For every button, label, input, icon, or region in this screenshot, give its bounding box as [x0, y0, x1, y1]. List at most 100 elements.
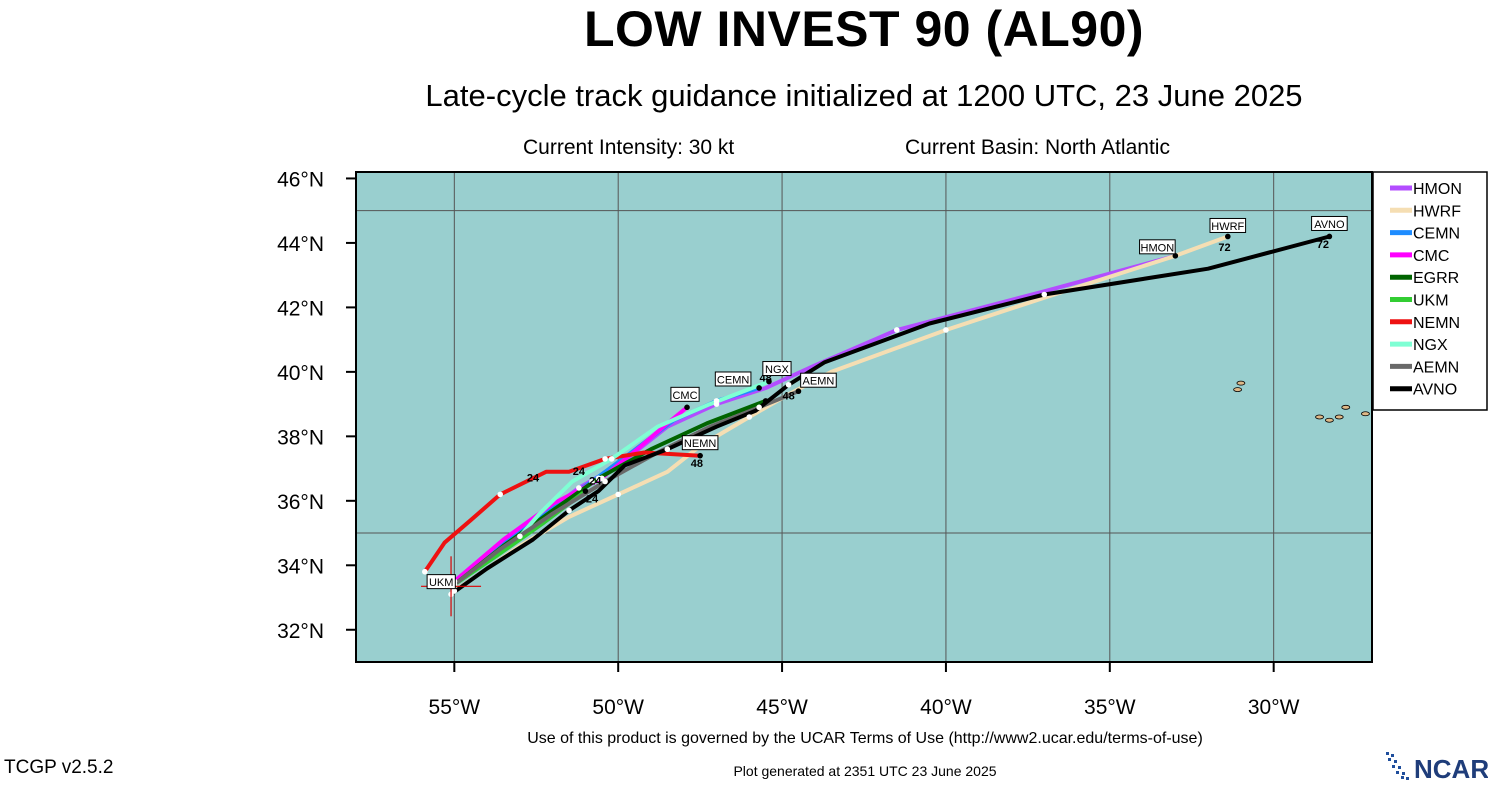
track-point: [602, 478, 608, 485]
track-point: [615, 491, 621, 498]
legend-label-nemn: NEMN: [1413, 315, 1460, 332]
terms-of-use: Use of this product is governed by the U…: [527, 730, 1203, 747]
x-tick-label: 50°W: [592, 696, 644, 719]
model-end-labels: HMON HWRF CEMN CMC UKM NEMN NGX AEMN AVNO: [426, 215, 1348, 590]
map-axes: 55°W 50°W 45°W 40°W 35°W 30°W 32°N 34°N 36°N 38°N…: [277, 168, 1300, 719]
y-tick-label: 42°N: [277, 297, 324, 320]
track-point: [766, 378, 772, 385]
forecast-hour-label: 72: [1317, 239, 1329, 251]
legend-label-ukm: UKM: [1413, 293, 1449, 310]
end-label-hmon: HMON: [1141, 242, 1175, 254]
end-label-box: [1209, 217, 1247, 233]
x-tick-label: 35°W: [1084, 696, 1136, 719]
track-point: [762, 398, 769, 404]
end-label-box: [1139, 239, 1176, 255]
svg-text:NCAR: NCAR: [1414, 754, 1488, 780]
track-point: [517, 533, 523, 540]
island: [1341, 404, 1351, 410]
island: [1334, 414, 1344, 420]
x-tick-label: 45°W: [756, 696, 808, 719]
legend-label-aemn: AEMN: [1413, 359, 1459, 376]
legend-label-hwrf: HWRF: [1413, 203, 1461, 220]
forecast-hour-label: 24: [527, 472, 540, 484]
x-tick-label: 40°W: [920, 696, 972, 719]
version-label: TCGP v2.5.2: [4, 757, 114, 778]
track-point: [602, 456, 608, 462]
island: [1361, 411, 1370, 417]
track-point: [582, 488, 589, 494]
chart-title: LOW INVEST 90 (AL90): [583, 1, 1145, 57]
track-point: [1172, 253, 1179, 259]
ncar-logo: NCAR: [1384, 748, 1488, 784]
end-label-box: [800, 372, 837, 388]
end-label-box: [670, 386, 700, 402]
chart-subtitle: Late-cycle track guidance initialized at…: [425, 78, 1303, 113]
end-label-avno: AVNO: [1314, 219, 1345, 231]
track-point: [943, 327, 949, 333]
current-basin: Current Basin: North Atlantic: [905, 136, 1170, 159]
x-tick-label: 30°W: [1248, 696, 1300, 719]
track-point: [785, 381, 792, 388]
y-tick-label: 38°N: [277, 426, 324, 449]
legend-label-hmon: HMON: [1413, 181, 1462, 198]
end-label-box: [1311, 215, 1348, 231]
generated-timestamp: Plot generated at 2351 UTC 23 June 2025: [733, 763, 997, 779]
track-nemn: [422, 450, 703, 574]
track-point: [746, 414, 753, 420]
track-point: [589, 478, 595, 485]
island: [1236, 380, 1246, 386]
forecast-hour-label: 48: [782, 390, 794, 402]
end-label-box: [681, 435, 719, 451]
track-point: [713, 398, 720, 404]
forecast-hour-label: 72: [1218, 242, 1230, 254]
forecast-hour-label: 24: [589, 476, 602, 488]
y-tick-label: 44°N: [277, 233, 324, 256]
legend-label-cmc: CMC: [1413, 248, 1449, 265]
track-point: [756, 385, 762, 391]
end-label-box: [426, 574, 456, 590]
x-tick-label: 55°W: [429, 696, 481, 719]
track-point: [664, 446, 671, 453]
track-point: [1041, 291, 1048, 298]
y-tick-label: 40°N: [277, 362, 324, 385]
end-label-cemn: CEMN: [717, 374, 749, 386]
forecast-hour-label: 24: [573, 466, 586, 478]
end-label-ngx: NGX: [765, 364, 790, 376]
legend-label-ngx: NGX: [1413, 337, 1448, 354]
end-label-cmc: CMC: [672, 390, 697, 402]
map-frame: [355, 171, 1373, 663]
track-point: [608, 456, 615, 462]
track-point: [1224, 233, 1231, 240]
track-point: [595, 475, 602, 482]
model-legend: HMON HWRF CEMN CMC EGRR UKM NEMN NGX AEMN AVNO: [1372, 171, 1488, 411]
y-tick-label: 36°N: [277, 491, 324, 514]
track-point: [566, 507, 572, 514]
forecast-hour-label: 24: [586, 493, 599, 505]
end-label-box: [762, 361, 792, 377]
y-tick-label: 46°N: [277, 168, 324, 191]
map-ocean: [356, 172, 1372, 662]
track-point: [684, 404, 690, 411]
end-label-nemn: NEMN: [684, 438, 716, 450]
track-avno: [449, 234, 1332, 597]
track-point: [497, 491, 504, 498]
island: [1324, 417, 1334, 423]
azores-islands: [1233, 380, 1370, 423]
ncar-logo-icon: NCAR: [1386, 752, 1488, 784]
track-point: [795, 388, 802, 395]
y-tick-label: 34°N: [277, 555, 324, 578]
track-point: [756, 404, 762, 411]
y-tick-label: 32°N: [277, 620, 324, 643]
end-label-aemn: AEMN: [803, 376, 835, 388]
track-point: [697, 452, 703, 459]
track-point: [893, 327, 900, 333]
track-point: [576, 485, 582, 491]
legend-label-avno: AVNO: [1413, 382, 1457, 399]
island: [1233, 387, 1243, 392]
end-label-hwrf: HWRF: [1211, 221, 1244, 233]
current-intensity: Current Intensity: 30 kt: [523, 136, 735, 159]
island: [1315, 414, 1324, 420]
end-label-box: [714, 371, 752, 387]
track-point: [1326, 233, 1333, 240]
